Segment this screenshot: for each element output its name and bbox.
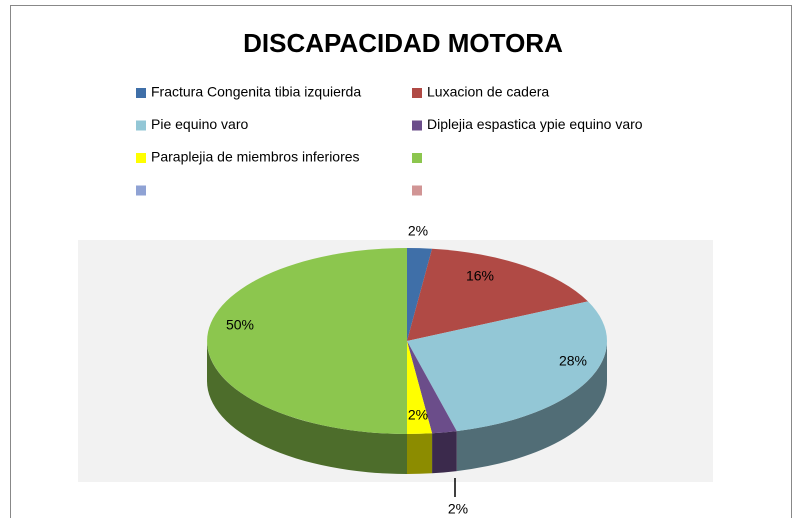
chart-title: DISCAPACIDAD MOTORA xyxy=(243,28,563,58)
slice-side xyxy=(207,341,407,474)
slice xyxy=(407,341,433,434)
legend-swatch xyxy=(412,88,422,98)
data-label: 2% xyxy=(448,501,468,517)
slice xyxy=(407,248,588,341)
legend-label: Luxacion de cadera xyxy=(427,84,549,100)
data-label: 16% xyxy=(466,268,494,284)
slice xyxy=(407,341,457,434)
legend-swatch xyxy=(412,185,422,196)
slice xyxy=(207,248,407,434)
legend-swatch xyxy=(136,120,146,131)
legend-label: Diplejia espastica ypie equino varo xyxy=(427,116,643,132)
legend-swatch xyxy=(136,153,146,163)
slice-side xyxy=(407,433,433,474)
legend-label: Pie equino varo xyxy=(151,116,249,132)
data-label: 28% xyxy=(559,353,587,369)
data-label: 50% xyxy=(226,317,254,333)
slice-side xyxy=(456,341,607,472)
legend-label: Fractura Congenita tibia izquierda xyxy=(151,84,361,100)
data-label: 2% xyxy=(408,407,428,423)
slice xyxy=(407,248,433,341)
data-label: 2% xyxy=(408,223,428,239)
slice-side xyxy=(432,431,457,474)
legend-swatch xyxy=(412,153,422,163)
slice xyxy=(407,301,607,432)
legend-swatch xyxy=(136,88,146,98)
legend-swatch xyxy=(136,185,146,196)
legend-swatch xyxy=(412,120,422,131)
legend-label: Paraplejia de miembros inferiores xyxy=(151,149,360,165)
